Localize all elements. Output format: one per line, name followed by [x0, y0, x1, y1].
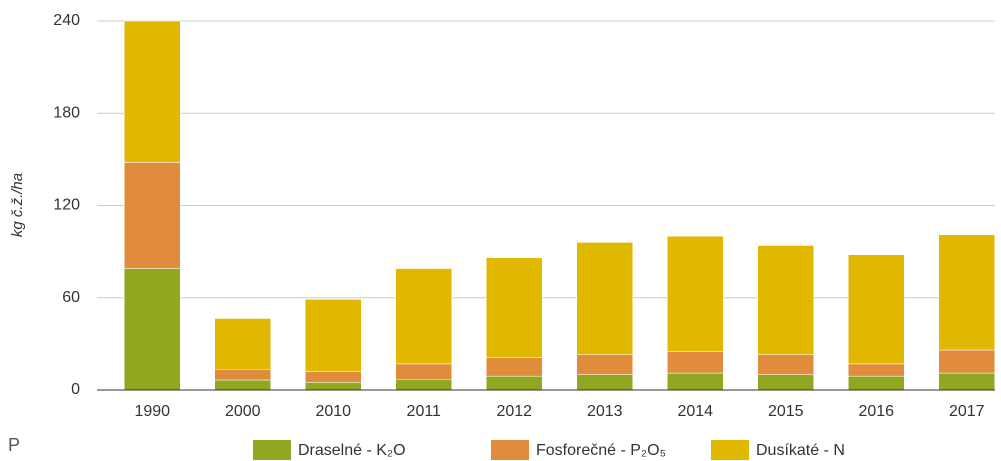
- bar-segment: [938, 234, 995, 351]
- bar-segment: [124, 162, 181, 269]
- bar-segment: [667, 351, 724, 374]
- bar-segment: [486, 357, 543, 377]
- bar-segment: [395, 378, 452, 391]
- y-tick-label: 240: [53, 12, 80, 29]
- bar-segment: [305, 382, 362, 391]
- y-tick-label: 120: [53, 197, 80, 214]
- bar-segment: [757, 374, 814, 391]
- bar-segment: [214, 368, 271, 381]
- bar-segment: [848, 254, 905, 365]
- bar-segment: [667, 236, 724, 352]
- bar-segment: [667, 372, 724, 391]
- footnote: P: [8, 435, 20, 455]
- bar-segment: [486, 257, 543, 358]
- bar-segment: [395, 363, 452, 380]
- bar-segment: [124, 268, 181, 391]
- y-tick-label: 60: [62, 289, 80, 306]
- bar-segment: [576, 374, 633, 391]
- x-tick-label: 2016: [858, 403, 894, 420]
- legend-label: Dusíkaté - N: [756, 442, 845, 459]
- x-tick-label: 2010: [315, 403, 351, 420]
- bar-segment: [576, 242, 633, 355]
- bar-segment: [848, 375, 905, 391]
- bar-segment: [124, 20, 181, 163]
- x-tick-label: 2013: [587, 403, 623, 420]
- bar-segment: [395, 268, 452, 365]
- bar-segment: [757, 245, 814, 355]
- x-tick-label: 2012: [496, 403, 532, 420]
- legend-swatch: [253, 440, 291, 460]
- bar-segment: [938, 372, 995, 391]
- legend-label: Fosforečné - P₂O₅: [536, 442, 666, 459]
- y-tick-label: 0: [71, 381, 80, 398]
- bar-segment: [757, 354, 814, 375]
- bar-segment: [576, 354, 633, 375]
- legend-swatch: [491, 440, 529, 460]
- bar-segment: [214, 379, 271, 391]
- x-tick-label: 2000: [225, 403, 261, 420]
- x-tick-label: 2011: [407, 403, 442, 420]
- bar-segment: [214, 318, 271, 370]
- legend-swatch: [711, 440, 749, 460]
- bar-segment: [486, 375, 543, 391]
- bar-segment: [305, 371, 362, 383]
- y-axis-label: kg č.ž./ha: [9, 173, 26, 237]
- x-tick-label: 2014: [677, 403, 713, 420]
- y-tick-label: 180: [53, 104, 80, 121]
- x-tick-label: 2017: [949, 403, 985, 420]
- x-tick-label: 1990: [134, 403, 170, 420]
- bar-segment: [305, 299, 362, 372]
- bar-segment: [938, 349, 995, 374]
- bar-segment: [848, 363, 905, 377]
- legend-label: Draselné - K₂O: [298, 442, 406, 459]
- x-tick-label: 2015: [768, 403, 804, 420]
